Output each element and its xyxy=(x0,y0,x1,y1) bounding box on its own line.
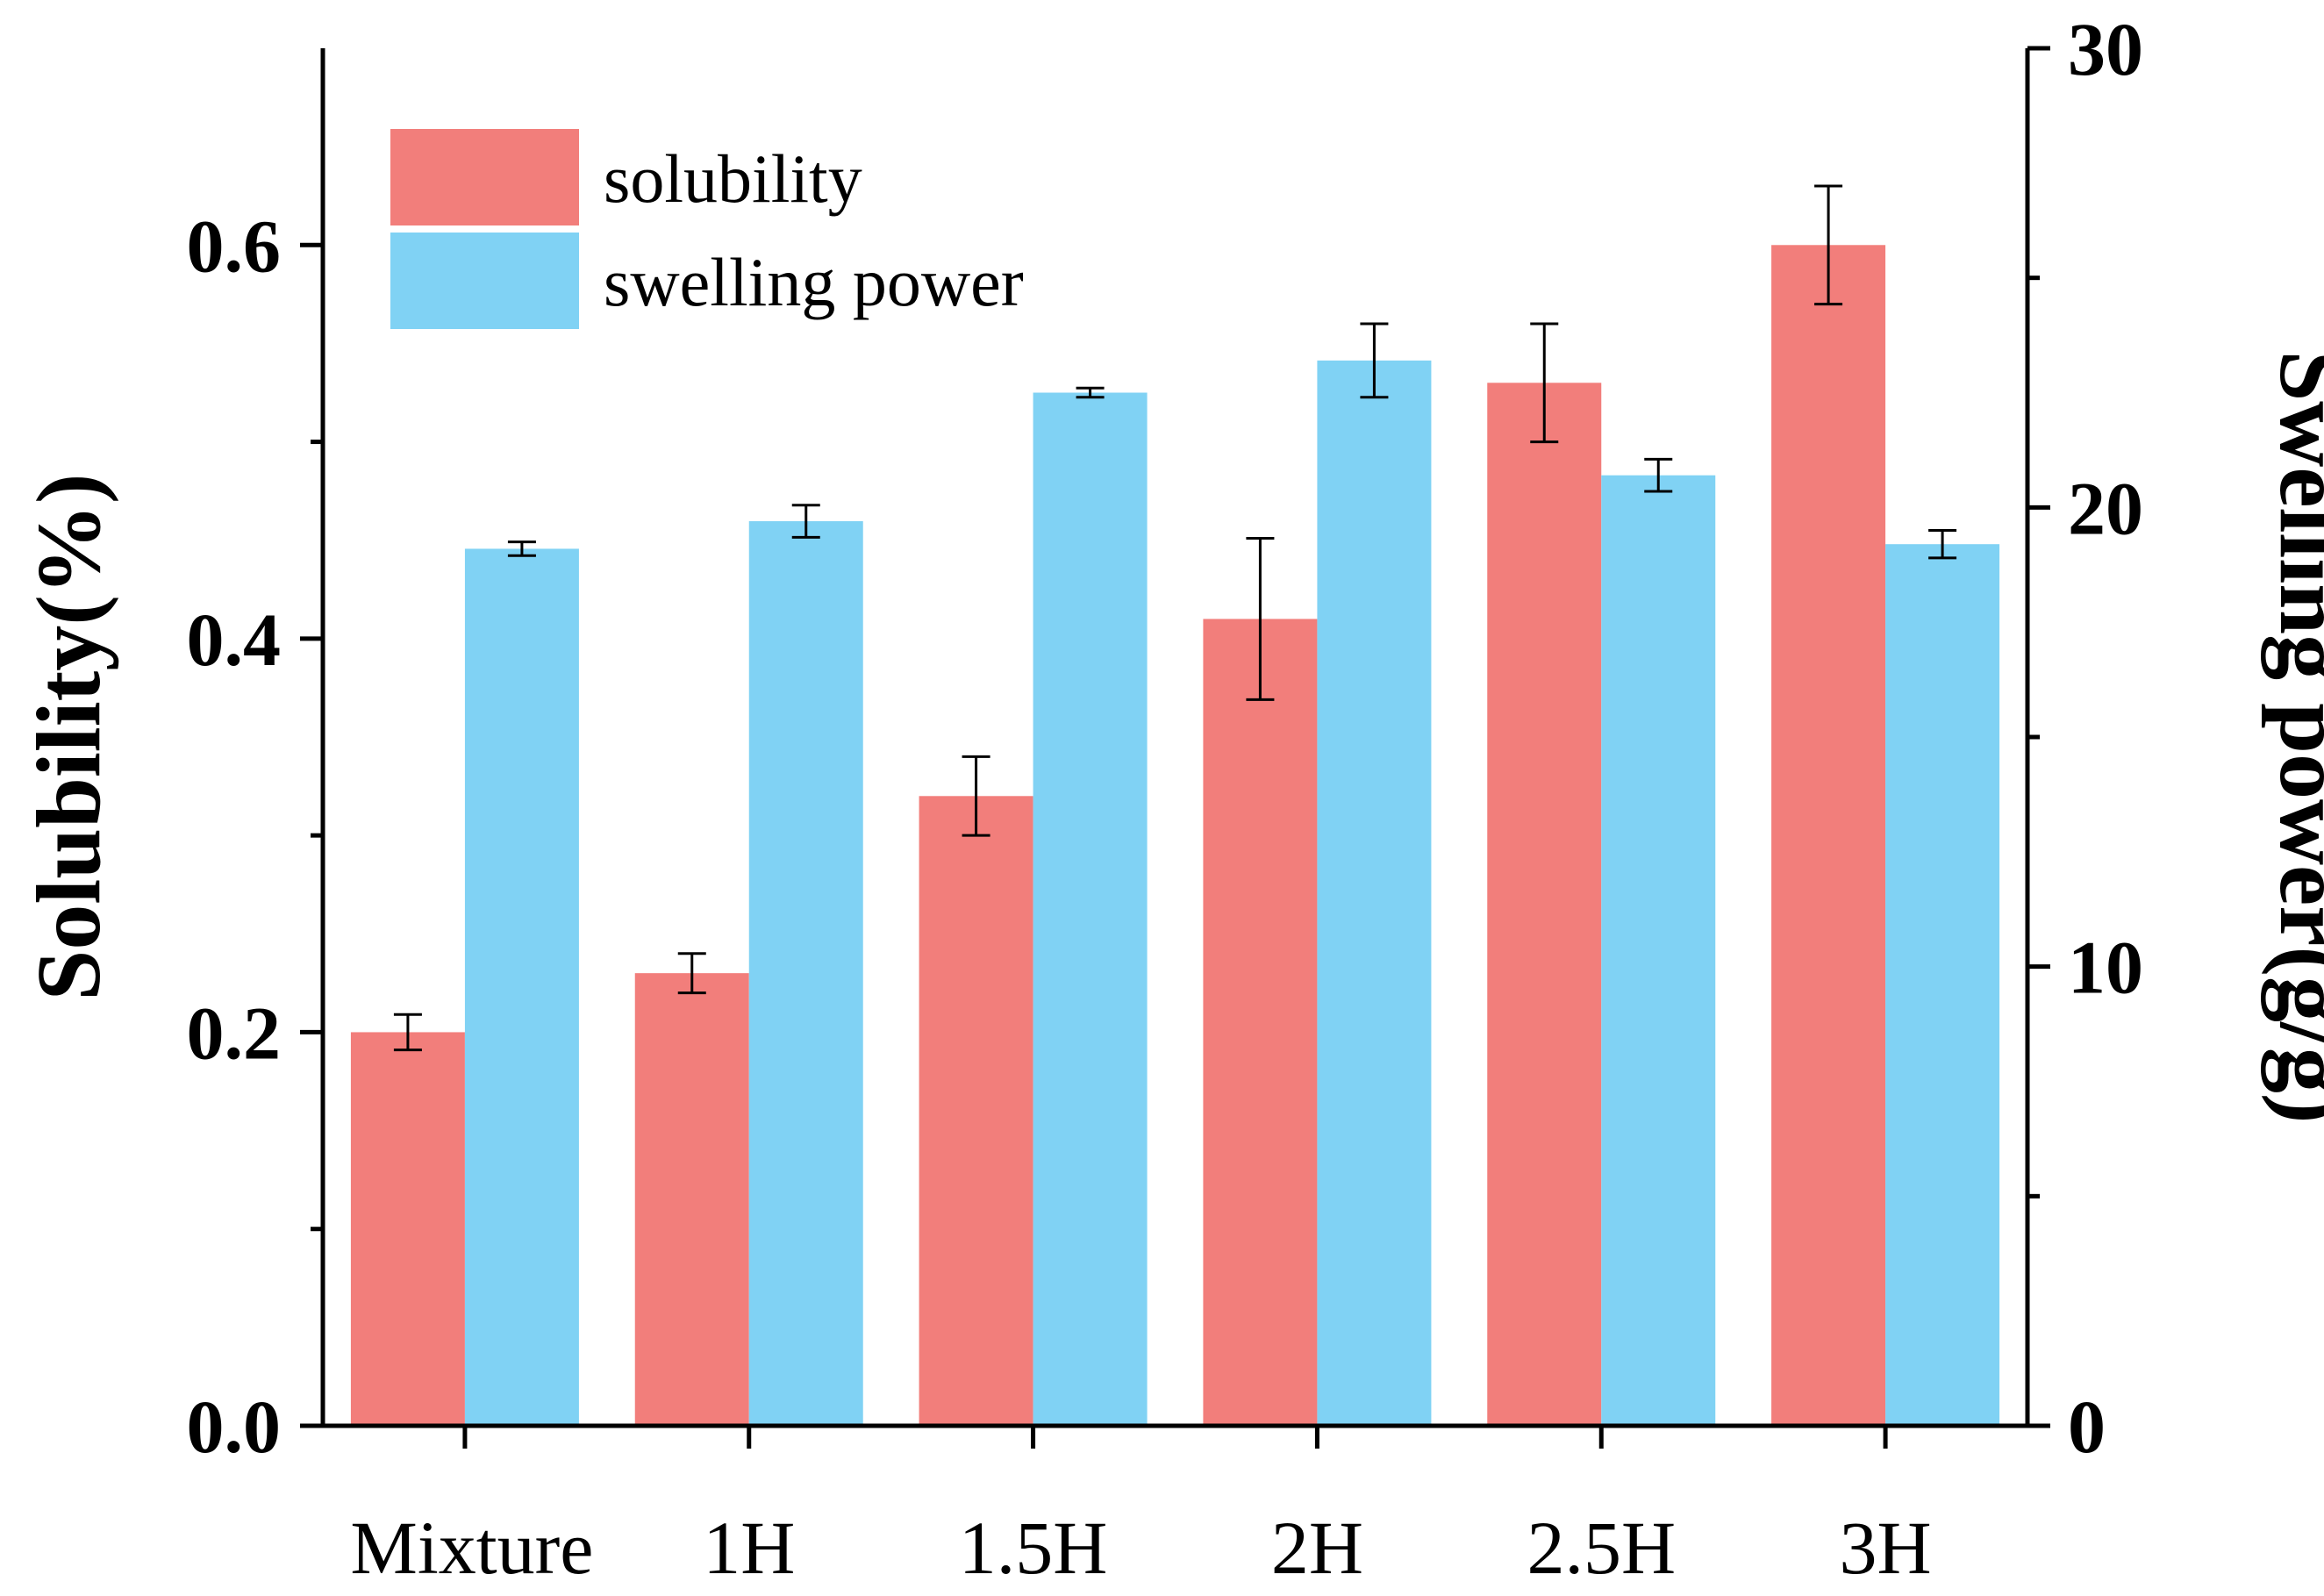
right-tick-label-2: 20 xyxy=(2068,466,2143,550)
error-bar-solubility-2 xyxy=(962,755,990,837)
left-tick-label-0: 0.0 xyxy=(187,1385,282,1469)
x-tick-label-3: 2H xyxy=(1271,1506,1363,1590)
tick-labels-layer: Mixture 1H 1.5H 2H 2.5H 3H 0.0 0.2 0.4 0.6 0 10 20 30 xyxy=(187,7,2144,1590)
x-tick-label-2: 1.5H xyxy=(959,1506,1108,1590)
bar-swelling-power-2 xyxy=(1033,392,1148,1426)
legend-swatch-solubility xyxy=(390,129,579,225)
bar-solubility-0 xyxy=(350,1032,465,1426)
bar-swelling-power-1 xyxy=(748,521,863,1426)
x-tick-label-5: 3H xyxy=(1840,1506,1932,1590)
bar-solubility-4 xyxy=(1487,383,1602,1427)
error-bar-solubility-1 xyxy=(677,952,706,995)
error-bar-swelling-power-4 xyxy=(1644,457,1673,493)
left-tick-label-2: 0.4 xyxy=(187,598,282,682)
bar-swelling-power-5 xyxy=(1885,544,2000,1426)
bar-solubility-5 xyxy=(1771,245,1886,1427)
legend-label-swelling-power: swelling power xyxy=(604,244,1024,320)
left-tick-label-3: 0.6 xyxy=(187,204,282,288)
bar-swelling-power-4 xyxy=(1601,475,1716,1427)
error-bar-solubility-0 xyxy=(393,1013,422,1052)
right-tick-label-3: 30 xyxy=(2068,7,2143,91)
right-axis-title: Swelling power(g/g) xyxy=(2261,350,2324,1123)
bar-solubility-2 xyxy=(919,796,1033,1426)
bar-swelling-power-0 xyxy=(464,548,579,1426)
bars-layer xyxy=(350,245,2000,1427)
error-bar-solubility-4 xyxy=(1530,322,1559,444)
error-bar-swelling-power-3 xyxy=(1360,322,1389,399)
error-bar-swelling-power-0 xyxy=(507,540,536,557)
error-bar-solubility-3 xyxy=(1246,536,1275,701)
bar-swelling-power-3 xyxy=(1317,360,1432,1426)
error-bar-swelling-power-2 xyxy=(1076,386,1105,399)
error-bar-solubility-5 xyxy=(1814,184,1843,306)
error-bar-swelling-power-1 xyxy=(791,504,820,539)
legend-swatch-swelling-power xyxy=(390,233,579,329)
left-axis-title: Solubility(%) xyxy=(18,474,119,1001)
legend-label-solubility: solubility xyxy=(604,140,862,217)
left-tick-label-1: 0.2 xyxy=(187,991,282,1075)
bar-solubility-1 xyxy=(634,973,749,1426)
x-tick-label-1: 1H xyxy=(703,1506,795,1590)
error-bars-layer xyxy=(393,184,1957,1052)
right-tick-label-1: 10 xyxy=(2068,926,2143,1010)
ticks-layer xyxy=(300,46,2050,1449)
bar-solubility-3 xyxy=(1203,619,1318,1426)
error-bar-swelling-power-5 xyxy=(1928,529,1957,560)
legend: solubility swelling power xyxy=(390,129,1024,329)
right-tick-label-0: 0 xyxy=(2068,1385,2106,1469)
x-tick-label-4: 2.5H xyxy=(1527,1506,1676,1590)
x-tick-label-0: Mixture xyxy=(350,1506,593,1590)
